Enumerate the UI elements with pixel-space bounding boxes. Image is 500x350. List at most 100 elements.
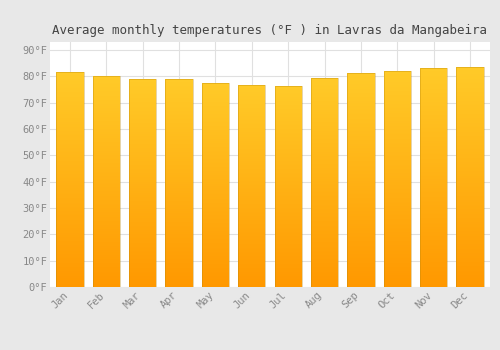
Bar	[311, 104, 338, 105]
Bar	[238, 229, 266, 231]
Bar	[348, 214, 374, 216]
Bar	[92, 128, 120, 130]
Bar	[348, 103, 374, 104]
Bar	[56, 155, 84, 157]
Bar	[56, 251, 84, 253]
Bar	[420, 194, 448, 195]
Bar	[92, 150, 120, 152]
Bar	[238, 249, 266, 251]
Bar	[92, 97, 120, 98]
Bar	[238, 264, 266, 266]
Bar	[56, 134, 84, 135]
Bar	[311, 252, 338, 253]
Bar	[384, 283, 411, 284]
Bar	[92, 76, 120, 287]
Bar	[92, 201, 120, 203]
Bar	[274, 260, 302, 261]
Bar	[384, 219, 411, 221]
Bar	[348, 97, 374, 98]
Bar	[129, 146, 156, 147]
Bar	[202, 148, 229, 149]
Bar	[456, 162, 483, 164]
Bar	[348, 273, 374, 274]
Bar	[384, 170, 411, 172]
Bar	[311, 101, 338, 103]
Bar	[274, 219, 302, 220]
Bar	[456, 133, 483, 134]
Bar	[238, 191, 266, 193]
Bar	[202, 95, 229, 97]
Bar	[456, 262, 483, 264]
Bar	[274, 150, 302, 152]
Bar	[348, 236, 374, 237]
Bar	[384, 267, 411, 268]
Bar	[384, 118, 411, 120]
Bar	[348, 234, 374, 236]
Bar	[129, 82, 156, 83]
Bar	[348, 283, 374, 284]
Bar	[348, 114, 374, 116]
Bar	[56, 214, 84, 216]
Bar	[238, 127, 266, 128]
Bar	[238, 123, 266, 125]
Bar	[129, 127, 156, 129]
Bar	[166, 284, 192, 286]
Bar	[274, 162, 302, 164]
Bar	[384, 254, 411, 255]
Bar	[92, 187, 120, 189]
Bar	[56, 275, 84, 277]
Bar	[274, 224, 302, 225]
Bar	[56, 89, 84, 91]
Bar	[92, 265, 120, 266]
Bar	[420, 226, 448, 227]
Bar	[129, 211, 156, 212]
Bar	[56, 78, 84, 79]
Bar	[384, 141, 411, 143]
Bar	[311, 180, 338, 181]
Bar	[456, 186, 483, 187]
Bar	[129, 259, 156, 261]
Bar	[348, 164, 374, 166]
Bar	[129, 155, 156, 156]
Bar	[202, 272, 229, 273]
Bar	[384, 226, 411, 228]
Bar	[420, 252, 448, 253]
Bar	[311, 206, 338, 208]
Bar	[56, 121, 84, 122]
Bar	[166, 86, 192, 87]
Bar	[456, 168, 483, 170]
Bar	[348, 80, 374, 82]
Bar	[56, 72, 84, 74]
Bar	[384, 172, 411, 173]
Bar	[420, 93, 448, 95]
Bar	[348, 208, 374, 210]
Bar	[311, 248, 338, 249]
Bar	[56, 254, 84, 256]
Bar	[348, 81, 374, 83]
Bar	[202, 162, 229, 163]
Bar	[274, 250, 302, 251]
Bar	[456, 121, 483, 123]
Bar	[166, 82, 192, 83]
Bar	[166, 186, 192, 187]
Bar	[129, 173, 156, 175]
Bar	[311, 216, 338, 217]
Bar	[456, 252, 483, 253]
Bar	[456, 201, 483, 202]
Bar	[166, 179, 192, 180]
Bar	[456, 104, 483, 105]
Bar	[238, 183, 266, 185]
Bar	[56, 111, 84, 112]
Bar	[92, 242, 120, 243]
Bar	[202, 163, 229, 164]
Bar	[348, 268, 374, 270]
Bar	[56, 138, 84, 140]
Bar	[202, 167, 229, 169]
Bar	[129, 148, 156, 150]
Bar	[348, 220, 374, 221]
Bar	[420, 281, 448, 283]
Bar	[274, 252, 302, 253]
Bar	[274, 153, 302, 154]
Bar	[92, 281, 120, 283]
Bar	[166, 122, 192, 123]
